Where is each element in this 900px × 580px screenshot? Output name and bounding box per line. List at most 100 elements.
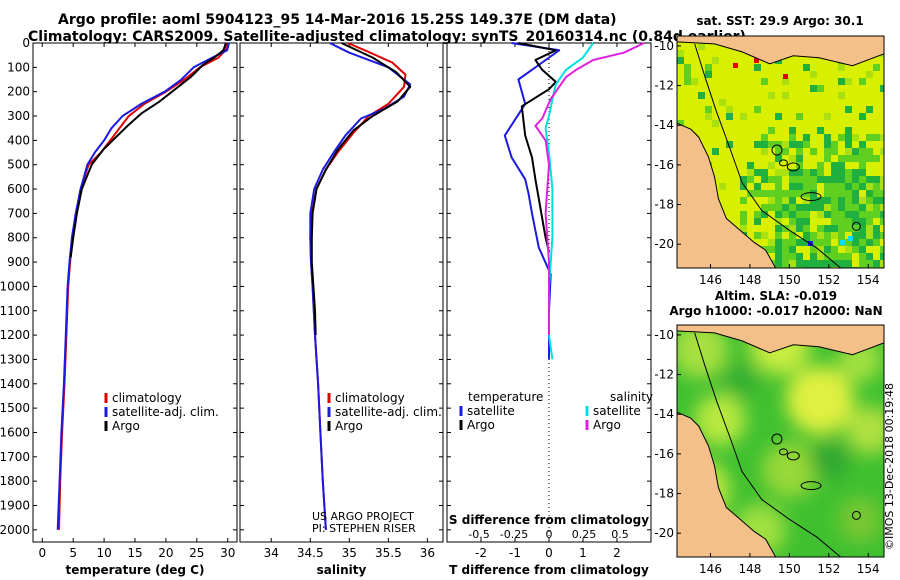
x-tick-label: 0	[545, 546, 553, 560]
sst-cell	[754, 169, 761, 176]
sst-cell	[712, 120, 719, 127]
sst-cell	[852, 225, 859, 232]
sst-cell	[768, 246, 775, 253]
sst-cell	[831, 162, 838, 169]
map-x-tick-label: 152	[817, 273, 840, 287]
sst-cell	[880, 190, 884, 197]
sst-cell	[782, 239, 789, 246]
sst-cell	[859, 155, 866, 162]
sst-cell	[831, 190, 838, 197]
sst-cell	[782, 92, 789, 99]
sst-cell	[775, 260, 782, 267]
map-x-tick-label: 154	[857, 273, 880, 287]
sst-cell	[824, 260, 831, 267]
sst-cell	[866, 183, 873, 190]
sst-cell	[747, 190, 754, 197]
sst-cell	[845, 141, 852, 148]
depth-tick-label: 1700	[0, 450, 30, 464]
sst-cell	[810, 190, 817, 197]
depth-tick-label: 500	[7, 158, 30, 172]
pi-credit: PI: STEPHEN RISER	[312, 522, 416, 535]
sst-cell	[866, 176, 873, 183]
sst-cell	[866, 260, 873, 267]
legend-label: climatology	[112, 391, 182, 405]
sst-cell	[740, 197, 747, 204]
sst-cell	[740, 183, 747, 190]
sst-cell	[796, 113, 803, 120]
map-x-tick-label: 150	[778, 562, 801, 576]
sla-blob	[810, 440, 850, 480]
legend-label: Argo	[112, 419, 140, 433]
map-x-tick-label: 148	[738, 273, 761, 287]
sst-cell	[761, 134, 768, 141]
sst-cell	[838, 176, 845, 183]
sst-cell	[838, 211, 845, 218]
sst-cell	[838, 92, 845, 99]
sst-cell	[873, 260, 880, 267]
sst-cell	[852, 176, 859, 183]
sst-cell	[677, 120, 684, 127]
sst-cell	[796, 183, 803, 190]
sst-cell	[880, 85, 884, 92]
sst-cell	[838, 197, 845, 204]
sst-cell	[817, 225, 824, 232]
sst-cell	[754, 64, 761, 71]
legend-title: salinity	[610, 390, 653, 404]
sst-cell	[768, 197, 775, 204]
map-x-tick-label: 146	[699, 562, 722, 576]
x-axis-label: salinity	[317, 563, 367, 577]
sst-cell	[817, 169, 824, 176]
sla-blob	[786, 366, 854, 434]
top-tick-label: 0	[546, 528, 553, 541]
x-axis-label: temperature (deg C)	[66, 563, 205, 577]
map-y-tick-label: -10	[654, 39, 674, 53]
sst-cell	[782, 148, 789, 155]
reef-outline	[800, 481, 822, 491]
sst-cell	[775, 225, 782, 232]
sst-cell	[796, 169, 803, 176]
sst-cell	[824, 176, 831, 183]
sst-cell	[866, 106, 873, 113]
sst-cell	[838, 78, 845, 85]
sst-cell	[803, 64, 810, 71]
sst-cell	[726, 113, 733, 120]
sst-outlier	[733, 63, 738, 68]
depth-tick-label: 1800	[0, 474, 30, 488]
sst-cell	[845, 253, 852, 260]
sst-cell	[845, 78, 852, 85]
sst-cell	[845, 106, 852, 113]
sst-cell	[719, 183, 726, 190]
sst-cell	[845, 169, 852, 176]
sst-cell	[789, 218, 796, 225]
x-tick-label: 2	[613, 546, 621, 560]
figure-title-line1: Argo profile: aoml 5904123_95 14-Mar-201…	[58, 12, 617, 28]
shelf-contour	[694, 43, 841, 268]
sst-cell	[803, 239, 810, 246]
sst-cell	[845, 183, 852, 190]
map-y-tick-label: -16	[654, 447, 674, 461]
sst-cell	[775, 141, 782, 148]
x-tick-label: 34.5	[297, 546, 324, 560]
sst-cell	[852, 190, 859, 197]
sst-cell	[810, 260, 817, 267]
sst-cell	[831, 232, 838, 239]
sst-cell	[768, 162, 775, 169]
sst-outlier	[783, 74, 788, 79]
sst-cell	[866, 134, 873, 141]
sst-cell	[810, 71, 817, 78]
sst-cell	[824, 232, 831, 239]
sst-cell	[831, 204, 838, 211]
sst-cell	[852, 246, 859, 253]
depth-tick-label: 1300	[0, 352, 30, 366]
sst-cell	[796, 253, 803, 260]
map-y-tick-label: -12	[654, 368, 674, 382]
reef-outline	[778, 448, 788, 456]
sst-cell	[810, 239, 817, 246]
sst-cell	[803, 169, 810, 176]
sst-cell	[754, 211, 761, 218]
x-tick-label: 15	[127, 546, 142, 560]
sst-cell	[824, 190, 831, 197]
sst-cell	[838, 232, 845, 239]
sst-cell	[775, 190, 782, 197]
sst-cell	[831, 176, 838, 183]
